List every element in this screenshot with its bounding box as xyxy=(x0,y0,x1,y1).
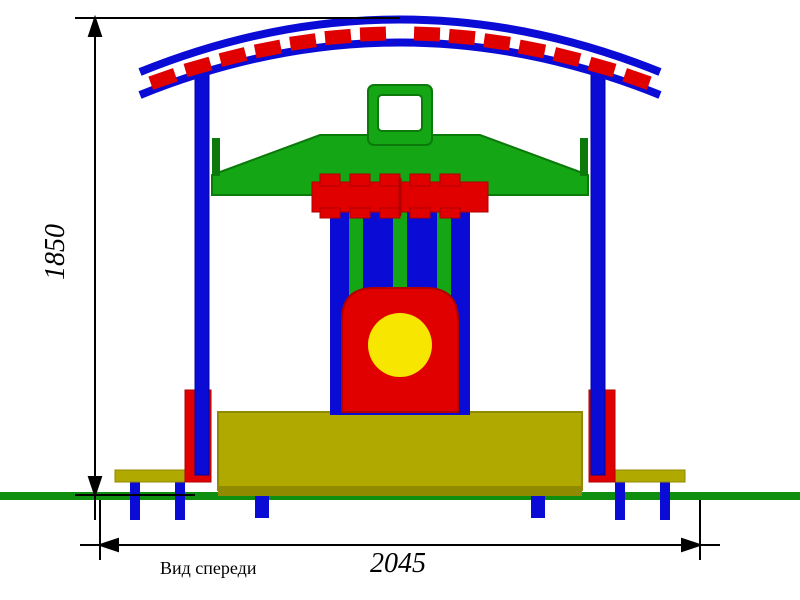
dim-width-label: 2045 xyxy=(370,548,426,580)
drawing-svg xyxy=(0,0,800,600)
roof-dashes xyxy=(148,27,651,90)
bench-leg xyxy=(660,480,670,520)
front-bench-panel xyxy=(218,412,582,490)
bench-leg xyxy=(615,480,625,520)
front-bench-shadow xyxy=(218,486,582,496)
outer-post-left xyxy=(195,75,209,475)
bench-leg xyxy=(130,480,140,520)
front-foot xyxy=(531,496,545,518)
cab-window xyxy=(378,95,422,131)
yellow-circle xyxy=(368,313,432,377)
technical-drawing: 1850 2045 Вид спереди xyxy=(0,0,800,600)
caption-text: Вид спереди xyxy=(160,558,256,579)
bench-leg xyxy=(175,480,185,520)
front-foot xyxy=(255,496,269,518)
wing-edge xyxy=(580,138,588,176)
outer-post-right xyxy=(591,75,605,475)
dim-height-label: 1850 xyxy=(40,224,72,280)
wing-edge xyxy=(212,138,220,176)
